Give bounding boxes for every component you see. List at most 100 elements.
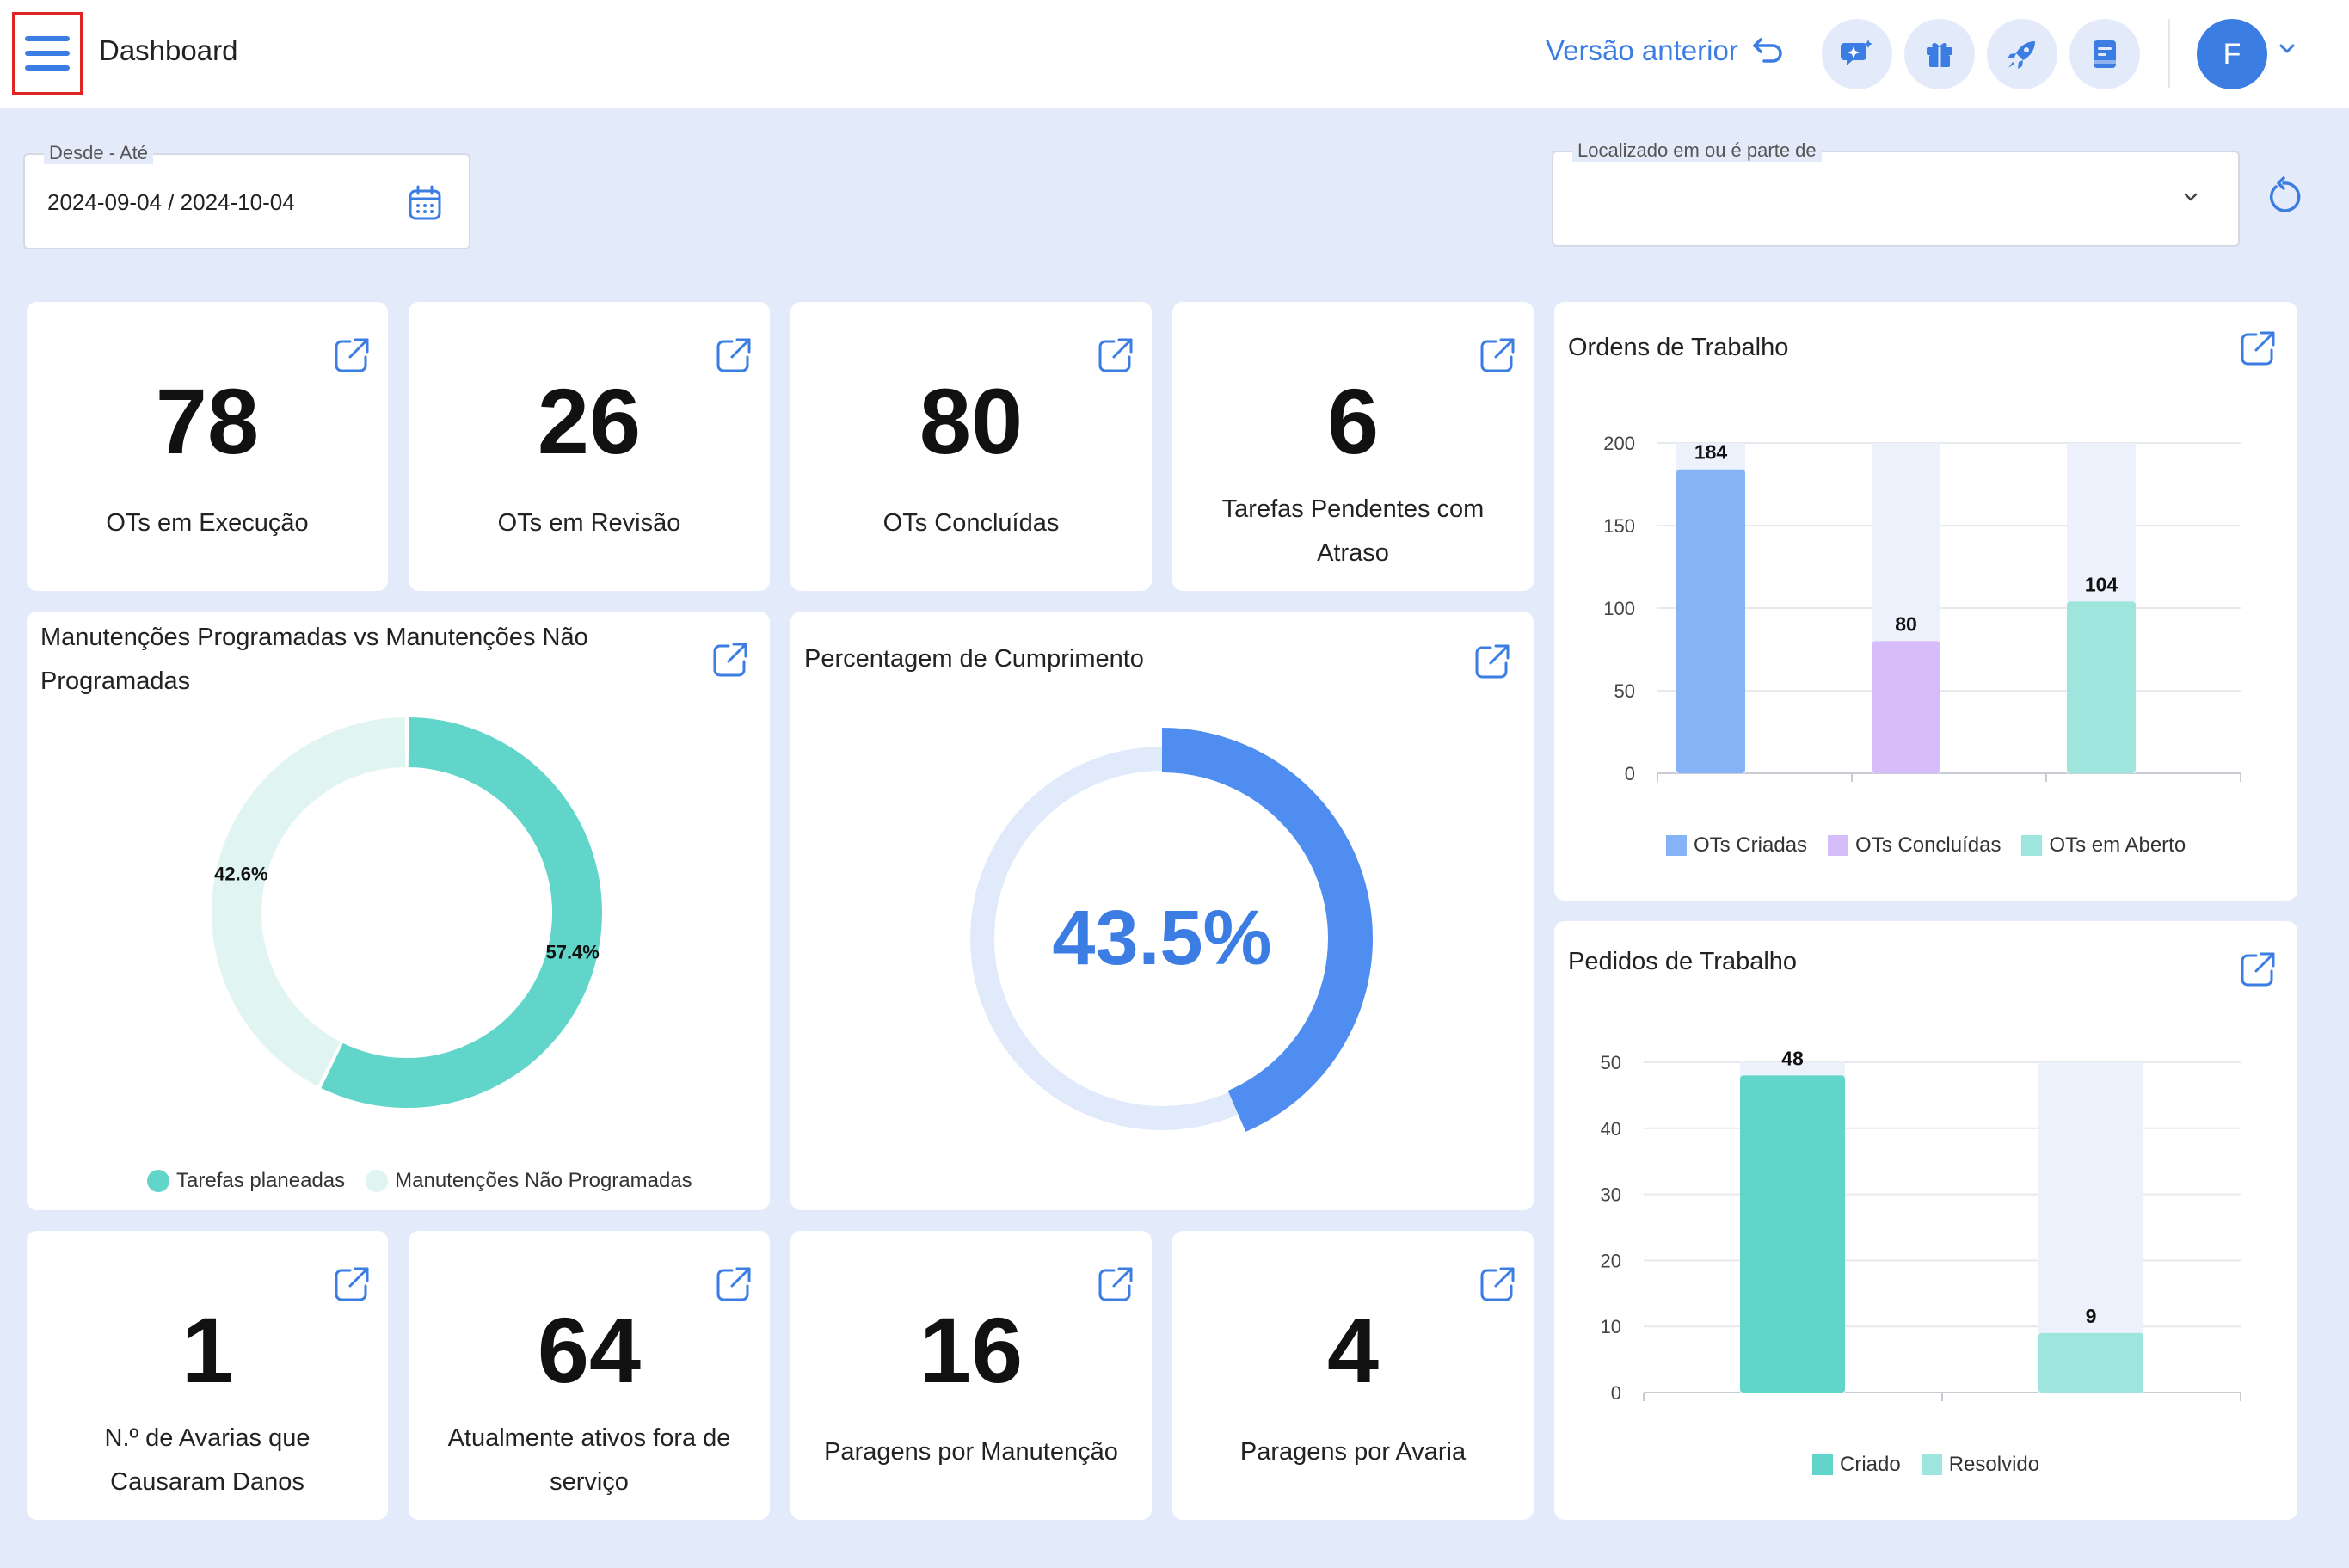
kpi-card-in-execution: 78 OTs em Execução — [27, 302, 388, 591]
location-select[interactable]: Localizado em ou é parte de — [1552, 139, 2240, 247]
work-requests-bar-chart: 0 10 20 30 40 50 48 9 — [1601, 1047, 2241, 1404]
kpi-label: OTs em Execução — [106, 509, 309, 537]
external-link-icon[interactable] — [1479, 336, 1516, 374]
bar-value-label: 9 — [2086, 1305, 2097, 1327]
external-link-icon[interactable] — [715, 336, 753, 374]
bar — [1740, 1075, 1845, 1393]
external-link-icon[interactable] — [2239, 329, 2277, 367]
legend-label: OTs Concluídas — [1855, 833, 2002, 857]
legend-swatch — [1828, 835, 1849, 856]
legend-label: Tarefas planeadas — [176, 1169, 346, 1192]
previous-version-label: Versão anterior — [1546, 34, 1738, 66]
kpi-card-overdue-tasks: 6 Tarefas Pendentes com Atraso — [1172, 302, 1534, 591]
kpi-label: Atualmente ativos fora de serviço — [447, 1424, 731, 1496]
legend-swatch — [2021, 835, 2043, 856]
donut-chart: 57.4% 42.6% — [212, 717, 602, 1108]
kpi-card-maintenance-stops: 16 Paragens por Manutenção — [790, 1231, 1152, 1520]
y-tick-label: 10 — [1601, 1316, 1621, 1337]
kpi-value: 16 — [919, 1298, 1024, 1402]
bar-value-label: 104 — [2085, 573, 2118, 595]
kpi-label: Paragens por Manutenção — [824, 1438, 1118, 1466]
refresh-icon[interactable] — [2265, 176, 2303, 216]
legend-item[interactable]: Tarefas planeadas — [147, 1169, 345, 1193]
external-link-icon[interactable] — [711, 641, 749, 679]
user-avatar[interactable]: F — [2197, 19, 2267, 89]
external-link-icon[interactable] — [333, 1265, 371, 1303]
previous-version-link[interactable]: Versão anterior — [1546, 34, 1783, 67]
legend-item[interactable]: Manutenções Não Programadas — [366, 1169, 692, 1193]
legend-label: OTs Criadas — [1694, 833, 1808, 857]
compliance-percentage-card: Percentagem de Cumprimento 43.5% — [790, 612, 1534, 1210]
external-link-icon[interactable] — [1097, 336, 1135, 374]
kpi-label: OTs em Revisão — [497, 509, 681, 537]
bar-value-label: 184 — [1694, 441, 1728, 464]
kpi-label: Paragens por Avaria — [1239, 1438, 1467, 1466]
donut-slice-label: 42.6% — [214, 863, 267, 884]
work-requests-card: Pedidos de Trabalho 0 10 20 30 40 50 48 9 Criad… — [1554, 921, 2297, 1520]
y-tick-label: 200 — [1603, 433, 1635, 454]
chevron-down-icon — [2184, 193, 2198, 201]
kpi-value: 4 — [1326, 1298, 1380, 1402]
external-link-icon[interactable] — [715, 1265, 753, 1303]
y-tick-label: 100 — [1603, 598, 1635, 619]
y-tick-label: 40 — [1601, 1118, 1621, 1140]
date-range-field[interactable]: Desde - Até 2024-09-04 / 2024-10-04 — [23, 142, 470, 249]
bar-value-label: 80 — [1895, 612, 1917, 635]
notes-icon — [2094, 40, 2116, 68]
work-orders-legend: OTs Criadas OTs Concluídas OTs em Aberto — [1666, 833, 2206, 858]
external-link-icon[interactable] — [333, 336, 371, 374]
bar — [1872, 641, 1940, 773]
notes-button[interactable] — [2069, 19, 2140, 89]
chat-sparkle-icon — [1841, 40, 1872, 65]
kpi-value: 64 — [537, 1298, 642, 1402]
chevron-down-icon[interactable] — [2278, 41, 2297, 55]
gauge-value-label: 43.5% — [1052, 895, 1271, 981]
legend-swatch — [147, 1170, 169, 1192]
y-tick-label: 30 — [1601, 1184, 1621, 1206]
legend-label: Manutenções Não Programadas — [395, 1169, 692, 1192]
legend-item[interactable]: OTs em Aberto — [2021, 833, 2186, 858]
hamburger-icon-line — [25, 51, 70, 56]
card-title: Ordens de Trabalho — [1568, 334, 1789, 361]
kpi-card-completed: 80 OTs Concluídas — [790, 302, 1152, 591]
donut-legend: Tarefas planeadas Manutenções Não Progra… — [147, 1169, 713, 1193]
legend-swatch — [1666, 835, 1687, 856]
rocket-button[interactable] — [1987, 19, 2057, 89]
legend-swatch — [366, 1170, 389, 1192]
bar — [1676, 469, 1745, 773]
location-label: Localizado em ou é parte de — [1572, 139, 1822, 162]
date-range-label: Desde - Até — [44, 142, 153, 164]
external-link-icon[interactable] — [1479, 1265, 1516, 1303]
y-tick-label: 0 — [1625, 763, 1635, 784]
kpi-value: 78 — [155, 369, 260, 473]
calendar-icon[interactable] — [407, 184, 443, 222]
hamburger-icon — [25, 36, 70, 41]
kpi-value: 80 — [919, 369, 1024, 473]
kpi-value: 1 — [181, 1298, 234, 1402]
legend-label: Resolvido — [1948, 1453, 2040, 1476]
gift-button[interactable] — [1904, 19, 1975, 89]
legend-item[interactable]: Criado — [1812, 1453, 1901, 1477]
date-range-value: 2024-09-04 / 2024-10-04 — [47, 189, 295, 215]
bar-value-label: 48 — [1781, 1047, 1804, 1069]
legend-item[interactable]: Resolvido — [1921, 1453, 2040, 1477]
external-link-icon[interactable] — [2239, 950, 2277, 988]
y-tick-label: 150 — [1603, 515, 1635, 537]
header-divider — [2168, 19, 2170, 88]
y-tick-label: 20 — [1601, 1250, 1621, 1271]
top-bar: Dashboard Versão anterior — [0, 0, 2349, 108]
hamburger-menu-button[interactable] — [12, 12, 83, 95]
external-link-icon[interactable] — [1473, 643, 1511, 680]
external-link-icon[interactable] — [1097, 1265, 1135, 1303]
legend-label: Criado — [1840, 1453, 1901, 1476]
gauge-chart: 43.5% — [970, 728, 1373, 1132]
donut-slice — [212, 717, 406, 1086]
work-orders-bar-chart: 0 50 100 150 200 184 80 104 — [1603, 433, 2241, 784]
card-title: Manutenções Programadas vs Manutenções N… — [40, 624, 588, 695]
hamburger-icon-line — [25, 65, 70, 71]
legend-item[interactable]: OTs Concluídas — [1828, 833, 2001, 858]
gauge-fill — [1161, 728, 1373, 1132]
legend-item[interactable]: OTs Criadas — [1666, 833, 1807, 858]
kpi-value: 6 — [1326, 369, 1380, 473]
chat-button[interactable] — [1822, 19, 1892, 89]
